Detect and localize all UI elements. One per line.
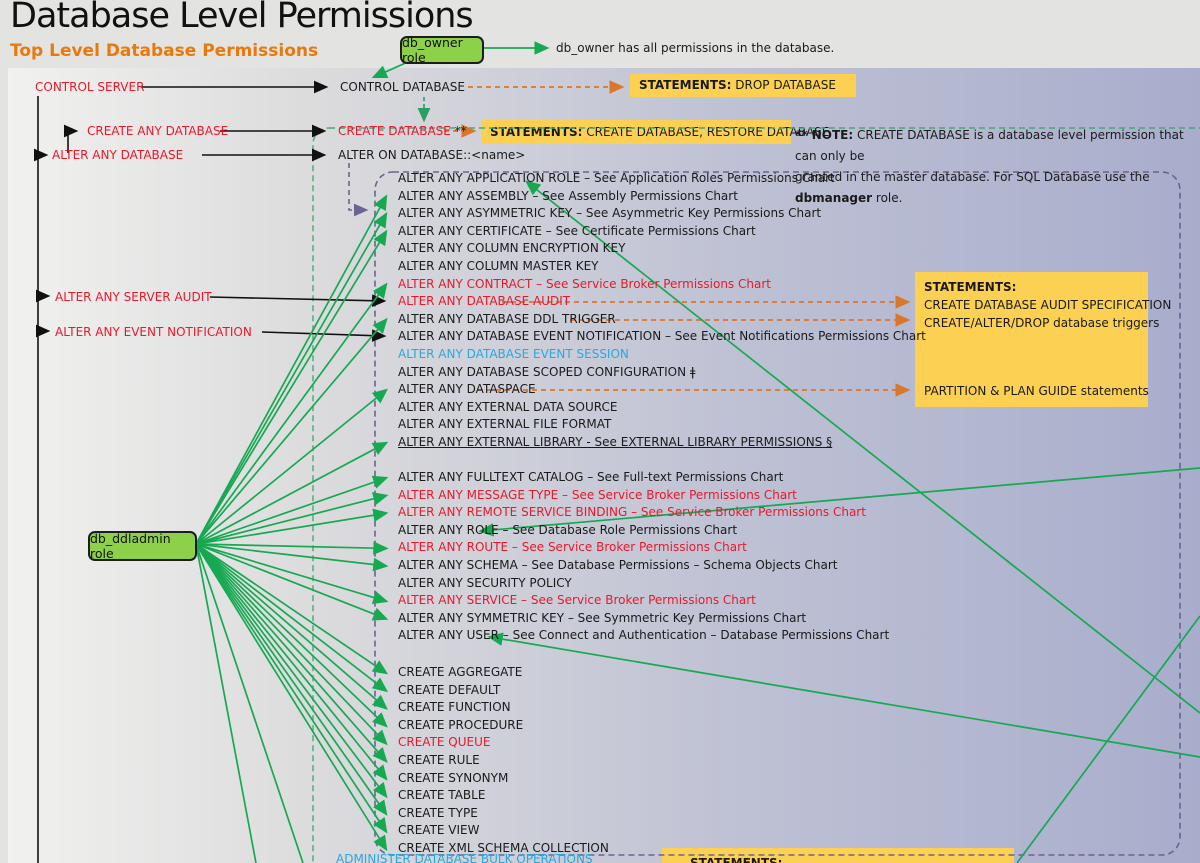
permission-list-item: ALTER ANY DATABASE DDL TRIGGER <box>398 311 616 326</box>
permission-list-item: CREATE RULE <box>398 752 480 767</box>
permission-list-item: CREATE FUNCTION <box>398 700 511 715</box>
permission-list-item: ALTER ANY SERVICE – See Service Broker P… <box>398 593 756 608</box>
alter-any-server-audit-label: ALTER ANY SERVER AUDIT <box>55 290 212 304</box>
create-database-node: CREATE DATABASE ** <box>338 124 467 138</box>
note-prefix: ** NOTE: <box>795 128 854 142</box>
page-title: Database Level Permissions <box>10 0 474 36</box>
create-database-text: CREATE DATABASE <box>338 124 451 138</box>
permission-list-item: CREATE VIEW <box>398 823 480 838</box>
permission-list-item: ALTER ANY DATASPACE <box>398 382 536 397</box>
permission-list-item: ALTER ANY DATABASE EVENT SESSION <box>398 346 629 361</box>
create-list-group: CREATE AGGREGATE CREATE DEFAULT CREATE FUN… <box>398 664 609 858</box>
statements-box-create-database: STATEMENTS: CREATE DATABASE, RESTORE DAT… <box>481 120 829 144</box>
permission-list-item: ALTER ANY EXTERNAL LIBRARY - See EXTERNA… <box>398 434 833 449</box>
permission-list-item: ALTER ANY CONTRACT – See Service Broker … <box>398 276 771 291</box>
statements-line: CREATE/ALTER/DROP database triggers <box>924 316 1160 330</box>
db-owner-caption: db_owner has all permissions in the data… <box>556 41 835 55</box>
permission-list-item: ALTER ANY ROUTE – See Service Broker Per… <box>398 540 747 555</box>
permission-list-item: CREATE PROCEDURE <box>398 717 524 732</box>
permission-list-item: ALTER ANY COLUMN ENCRYPTION KEY <box>398 241 626 256</box>
create-database-note-marker: ** <box>450 124 467 138</box>
permission-list-item: CREATE DEFAULT <box>398 682 501 697</box>
permission-list-item: ALTER ANY ROLE – See Database Role Permi… <box>398 522 738 537</box>
db-ddladmin-role-label: db_ddladmin role <box>90 531 171 561</box>
permission-list-item: ALTER ANY CERTIFICATE – See Certificate … <box>398 223 756 238</box>
permission-list-item: ALTER ANY EXTERNAL FILE FORMAT <box>398 417 612 432</box>
permission-list-item: ALTER ANY ASYMMETRIC KEY – See Asymmetri… <box>398 206 822 221</box>
statements-line: PARTITION & PLAN GUIDE statements <box>924 384 1149 398</box>
permission-list-item: ALTER ANY FULLTEXT CATALOG – See Full-te… <box>398 470 784 484</box>
permission-list-item: ALTER ANY DATABASE SCOPED CONFIGURATION … <box>398 364 696 379</box>
alter-any-event-notification-label: ALTER ANY EVENT NOTIFICATION <box>55 325 252 339</box>
permission-list-item: CREATE TABLE <box>398 788 486 803</box>
section-subtitle: Top Level Database Permissions <box>10 41 319 61</box>
control-server-label: CONTROL SERVER <box>35 80 145 94</box>
statements-box-bottom: STATEMENTS: <box>662 848 1014 863</box>
alter-on-database-node: ALTER ON DATABASE::<name> <box>338 148 526 162</box>
permission-list-item: ALTER ANY REMOTE SERVICE BINDING – See S… <box>398 505 866 520</box>
permission-list-item: ALTER ANY SCHEMA – See Database Permissi… <box>398 557 838 572</box>
permission-list-item: ALTER ANY DATABASE EVENT NOTIFICATION – … <box>398 329 926 344</box>
permission-list-item: ALTER ANY USER – See Connect and Authent… <box>398 628 890 643</box>
permission-list-item: ALTER ANY APPLICATION ROLE – See Applica… <box>398 171 835 185</box>
statements-text: CREATE DATABASE, RESTORE DATABASE <box>582 125 830 139</box>
permission-list-item: CREATE AGGREGATE <box>398 665 523 679</box>
permission-list-item: CREATE TYPE <box>398 805 478 820</box>
permission-list-item: CREATE SYNONYM <box>398 770 509 785</box>
db-ddladmin-role-box: db_ddladmin role <box>88 531 197 561</box>
statements-label: STATEMENTS: <box>490 125 583 139</box>
note-line1: CREATE DATABASE is a database level perm… <box>795 128 1184 163</box>
alter-any-list-group-1: ALTER ANY APPLICATION ROLE – See Applica… <box>398 170 926 452</box>
statements-label: STATEMENTS: <box>924 280 1017 294</box>
db-owner-role-label: db_owner role <box>402 35 463 65</box>
statements-line: CREATE DATABASE AUDIT SPECIFICATION <box>924 298 1172 312</box>
statements-box-audit-triggers: STATEMENTS: CREATE DATABASE AUDIT SPECIF… <box>915 272 1171 407</box>
alter-any-list-group-2: ALTER ANY FULLTEXT CATALOG – See Full-te… <box>398 469 889 645</box>
permission-list-item: ALTER ANY ASSEMBLY – See Assembly Permis… <box>398 188 738 203</box>
control-database-node: CONTROL DATABASE <box>340 80 465 94</box>
permission-list-item: ALTER ANY SECURITY POLICY <box>398 575 572 590</box>
permission-list-item: ALTER ANY SYMMETRIC KEY – See Symmetric … <box>398 610 807 625</box>
permission-list-item: CREATE QUEUE <box>398 735 491 750</box>
alter-any-database-label: ALTER ANY DATABASE <box>52 148 184 162</box>
statements-text: DROP DATABASE <box>731 78 836 92</box>
create-any-database-label: CREATE ANY DATABASE <box>87 124 229 138</box>
permission-list-item: ALTER ANY COLUMN MASTER KEY <box>398 258 599 273</box>
permission-list-item: ALTER ANY EXTERNAL DATA SOURCE <box>398 399 618 414</box>
permission-list-item: ALTER ANY MESSAGE TYPE – See Service Bro… <box>398 487 797 502</box>
statements-label: STATEMENTS: <box>690 856 783 863</box>
administer-bulk-operations-label: ADMINISTER DATABASE BULK OPERATIONS <box>336 852 593 863</box>
permission-list-item: ALTER ANY DATABASE AUDIT <box>398 294 571 309</box>
db-owner-role-box: db_owner role <box>400 35 484 65</box>
statements-box-drop-database: STATEMENTS: DROP DATABASE <box>630 74 856 97</box>
statements-label: STATEMENTS: <box>639 78 732 92</box>
